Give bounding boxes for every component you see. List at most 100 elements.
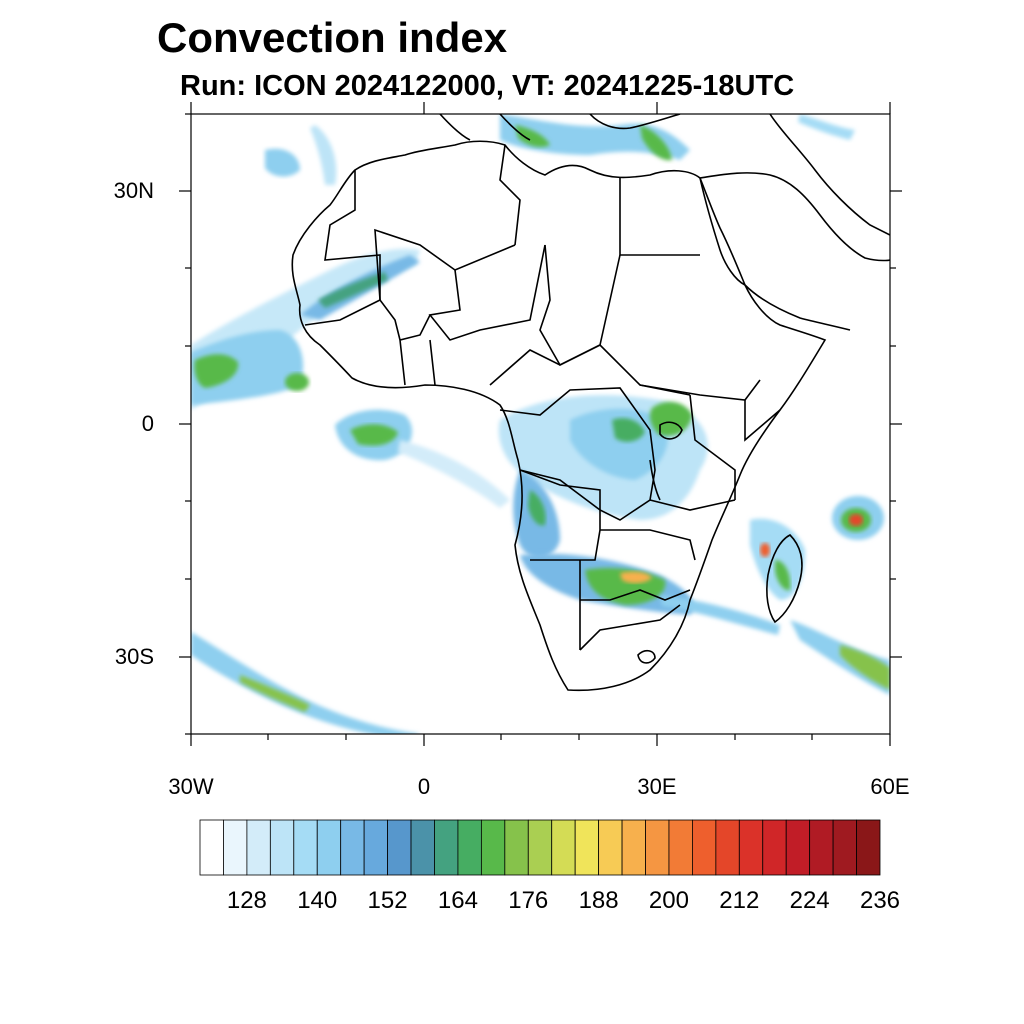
border-chad-sudan: [539, 244, 621, 367]
colorbar-box: [293, 819, 318, 876]
field-mediterranean-green: [515, 125, 550, 148]
colorbar-box: [223, 819, 248, 876]
border-algeria-libya: [499, 144, 521, 246]
border-kenya-tanzania: [689, 394, 736, 500]
colorbar-box: [832, 819, 857, 876]
field-eastern-med-green: [640, 125, 672, 161]
border-sudan-ethiopia: [639, 379, 761, 401]
lon-label-60e: 60E: [870, 774, 910, 799]
colorbar-box: [457, 819, 482, 876]
chart-subtitle: Run: ICON 2024122000, VT: 20241225-18UTC: [180, 70, 795, 102]
colorbar-box: [785, 819, 811, 876]
field-cyclone-core: [849, 514, 863, 526]
colorbar-box: [574, 819, 600, 876]
madagascar-coastline: [766, 534, 803, 624]
chart-title: Convection index: [157, 14, 508, 61]
field-congo-core: [570, 408, 669, 480]
colorbar-box: [504, 819, 529, 876]
border-ethiopia-somalia: [744, 400, 781, 442]
field-comoros-red: [760, 543, 770, 557]
lake-tanganyika: [649, 459, 661, 501]
lon-label-30e: 30E: [637, 774, 677, 799]
field-south-atlantic-front: [191, 632, 420, 734]
lon-label-30w: 30W: [168, 774, 214, 799]
colorbar-box: [434, 819, 459, 876]
field-madagascar: [750, 518, 805, 600]
red-sea-coast: [699, 177, 746, 286]
colorbar-tick-label: 224: [789, 887, 830, 914]
colorbar-box: [715, 819, 740, 876]
colorbar-box: [856, 819, 881, 876]
lat-label-30n: 30N: [113, 178, 154, 203]
field-indian-ocean-front-core: [840, 645, 890, 690]
convection-field: [191, 114, 890, 734]
persian-gulf-coastline: [769, 114, 890, 236]
colorbar-tick-label: 164: [437, 887, 478, 914]
colorbar-box: [480, 819, 506, 876]
colorbar-box: [645, 819, 670, 876]
field-guinea-green: [350, 424, 398, 446]
border-zambia-mozambique: [600, 499, 736, 561]
lon-label-0: 0: [417, 774, 431, 799]
colorbar-box: [246, 819, 271, 876]
colorbar-box: [387, 819, 412, 876]
colorbar-tick-label: 236: [859, 887, 901, 914]
colorbar-tick-label: 176: [508, 887, 549, 914]
lat-label-30s: 30S: [114, 644, 154, 669]
border-angola: [519, 469, 601, 561]
colorbar-box: [199, 819, 224, 876]
lesotho-border: [637, 649, 656, 664]
colorbar-box: [363, 819, 388, 876]
colorbar-box: [621, 819, 646, 876]
field-angola-green: [528, 490, 546, 526]
colorbar-box: [551, 819, 576, 876]
field-iberia-atlantic: [265, 148, 300, 177]
border-niger-nigeria: [428, 244, 546, 341]
field-atlantic-west-green: [194, 354, 239, 388]
colorbar-tick-label: 188: [578, 887, 619, 914]
colorbar: [199, 819, 881, 876]
border-south-africa: [579, 604, 681, 651]
colorbar-box: [738, 819, 764, 876]
colorbar-box: [527, 819, 553, 876]
field-madagascar-green: [775, 560, 791, 591]
colorbar-tick-label: 140: [297, 887, 338, 914]
field-sahel-band-green: [318, 272, 388, 308]
colorbar-box: [668, 819, 693, 876]
europe-coastline: [439, 114, 681, 141]
lake-victoria: [659, 421, 683, 440]
field-mozambique-channel-band: [660, 595, 780, 635]
colorbar-box: [340, 819, 365, 876]
lat-label-0: 0: [141, 411, 154, 436]
border-west-africa: [379, 299, 436, 386]
colorbar-box: [692, 819, 717, 876]
field-atlantic-west-spot: [285, 373, 309, 391]
coastlines: [291, 114, 890, 692]
colorbar-box: [762, 819, 787, 876]
colorbar-tick-label: 128: [226, 887, 267, 914]
colorbar-box: [269, 819, 295, 876]
border-car: [489, 344, 691, 396]
colorbar-box: [809, 819, 834, 876]
border-sahel-coast: [304, 299, 381, 326]
border-mauritania-mali: [374, 228, 516, 301]
colorbar-tick-label: 152: [367, 887, 408, 914]
border-namibia-botswana: [579, 560, 691, 650]
field-atlantic-west-core: [191, 330, 304, 405]
field-southern-africa-yellow: [620, 571, 652, 584]
border-drc: [499, 387, 656, 521]
colorbar-box: [316, 819, 342, 876]
axis-ticks: [179, 102, 902, 746]
border-libya-egypt: [619, 178, 700, 256]
field-north-atlantic-streak: [310, 125, 337, 185]
border-morocco-algeria: [324, 170, 381, 300]
field-guinea-tail: [398, 440, 510, 508]
colorbar-box: [598, 819, 623, 876]
colorbar-tick-label: 212: [719, 887, 760, 914]
field-south-atlantic-front-core: [240, 675, 310, 712]
field-indian-ocean-front: [790, 620, 890, 695]
field-arabia-streak: [798, 114, 855, 140]
arabia-coastline: [699, 172, 890, 331]
field-congo-green: [612, 418, 645, 442]
